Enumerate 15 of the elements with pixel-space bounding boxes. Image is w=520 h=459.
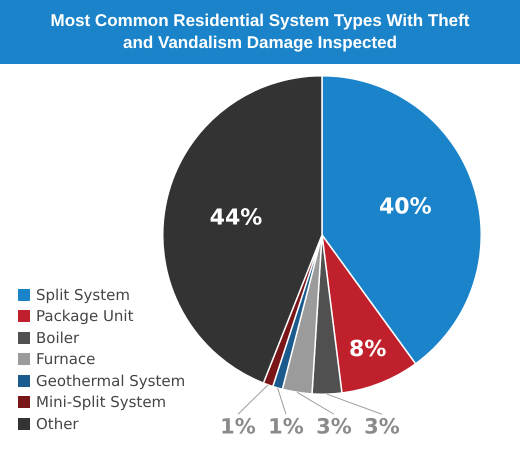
data-label: 44% xyxy=(210,205,262,230)
legend-label: Geothermal System xyxy=(36,372,186,390)
data-label: 40% xyxy=(378,194,432,220)
legend-label: Other xyxy=(36,414,79,433)
legend-label: Mini-Split System xyxy=(36,393,166,412)
data-label: 1% xyxy=(268,414,304,439)
legend-label: Furnace xyxy=(36,350,96,368)
chart-title: Most Common Residential System Types With Theft and Vandalism Damage Inspected xyxy=(50,10,470,54)
legend-label: Split System xyxy=(36,286,130,304)
legend-label: Boiler xyxy=(36,328,80,347)
legend-label: Package Unit xyxy=(36,307,134,326)
data-label: 3% xyxy=(316,414,352,439)
data-label: 1% xyxy=(220,414,256,439)
data-label: 3% xyxy=(364,414,400,439)
data-label: 8% xyxy=(349,337,386,362)
